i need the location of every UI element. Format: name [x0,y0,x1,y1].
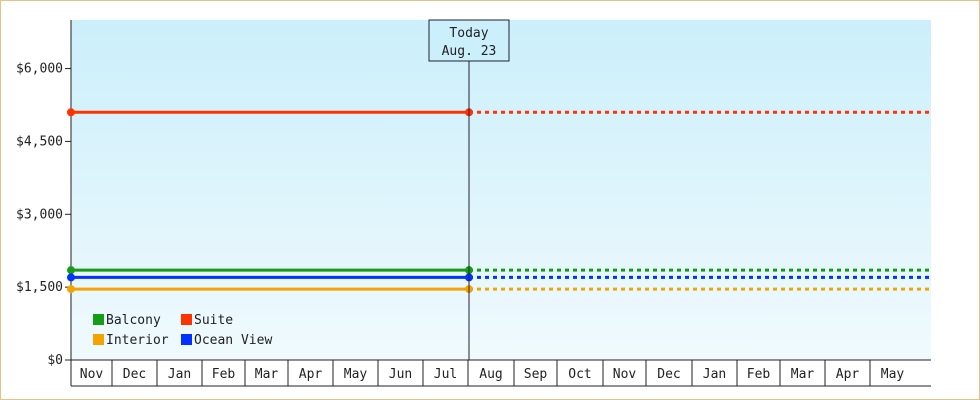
y-axis: $0 $1,500 $3,000 $4,500 $6,000 [16,20,72,368]
legend-label: Balcony [106,313,161,328]
legend-swatch [93,334,104,345]
today-box [428,19,510,62]
x-tick-label: Jul [434,367,457,382]
y-tick-label: $4,500 [16,134,63,149]
x-tick-label: Feb [212,367,236,382]
x-tick-label: Apr [299,367,323,382]
x-tick-label: Apr [836,367,860,382]
series-point [67,108,75,117]
series-point [67,285,75,294]
x-tick-label: Jan [168,367,191,382]
legend-label: Interior [106,333,169,348]
legend-label: Ocean View [194,333,272,348]
legend-swatch [181,334,192,345]
x-tick-label: Dec [123,367,146,382]
x-tick-label: May [344,367,368,382]
x-tick-label: Jan [703,367,726,382]
legend: Balcony Suite Interior Ocean View [93,313,272,348]
x-tick-label: Dec [657,367,680,382]
x-tick-label: Jun [389,367,412,382]
x-tick-label: Mar [791,367,815,382]
today-marker: Today Aug. 23 [428,19,510,360]
legend-swatch [181,314,192,325]
series-point [67,266,75,275]
x-tick-label: Oct [568,367,591,382]
series-point [67,273,75,282]
x-tick-label: Nov [613,367,637,382]
y-tick-label: $0 [47,353,63,368]
x-tick-label: Feb [747,367,771,382]
x-tick-label: Nov [80,367,104,382]
legend-swatch [93,314,104,325]
today-label: Today [449,26,488,41]
y-tick-label: $3,000 [16,207,63,222]
x-tick-label: Mar [255,367,279,382]
legend-label: Suite [194,313,233,328]
x-tick-label: May [881,367,905,382]
x-tick-label: Aug [479,367,502,382]
y-tick-label: $6,000 [16,62,63,77]
x-axis: Nov Dec Jan Feb Mar Apr May Jun Jul Aug Sep Oct Nov D… [70,359,931,387]
series-lines [67,108,931,294]
plot-area [71,20,931,360]
y-tick-label: $1,500 [16,280,63,295]
today-date: Aug. 23 [442,44,497,59]
x-tick-label: Sep [524,367,548,382]
